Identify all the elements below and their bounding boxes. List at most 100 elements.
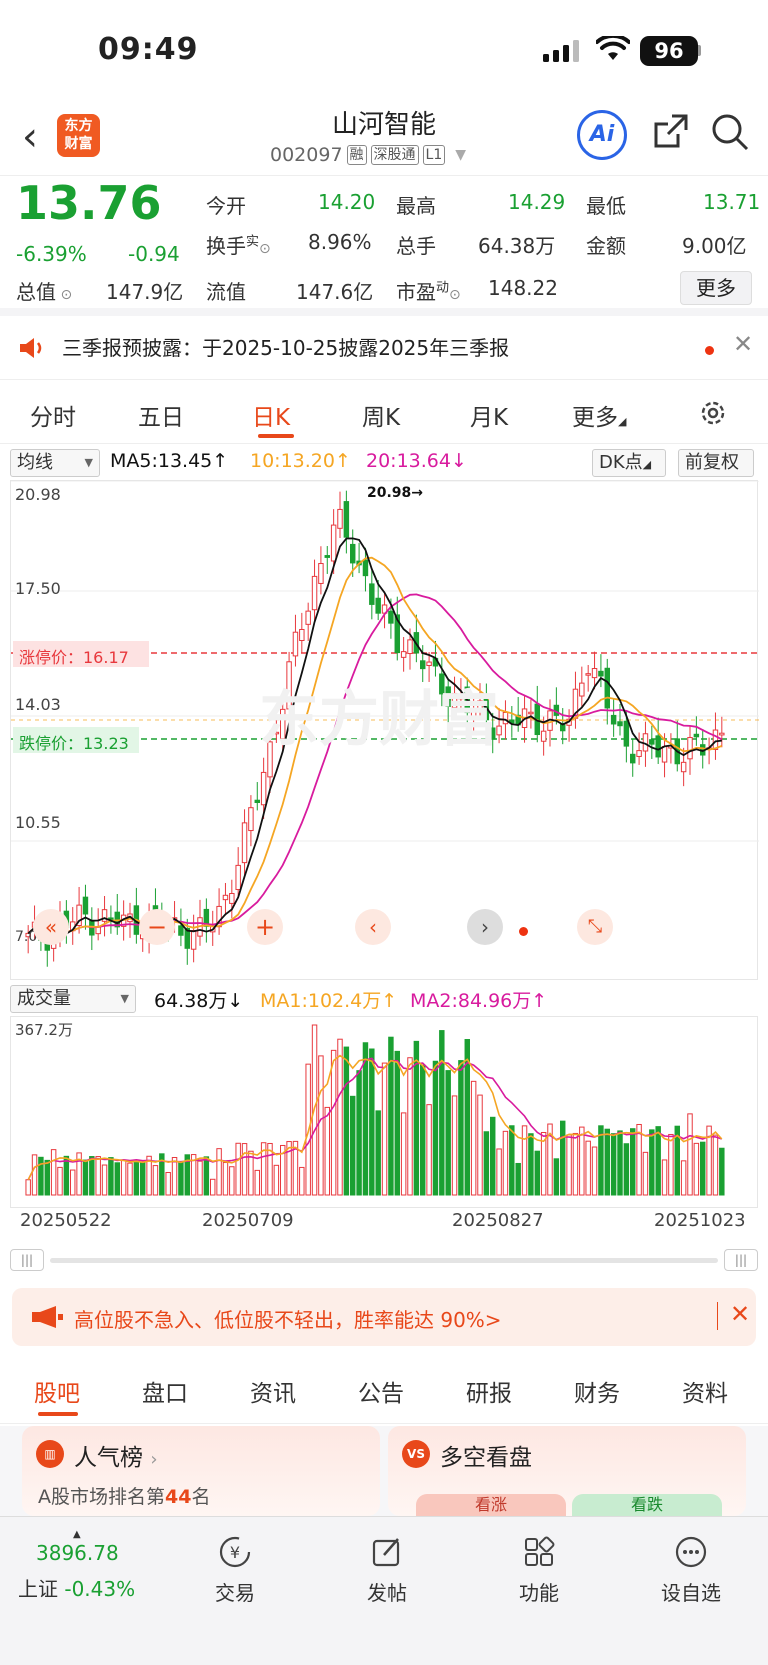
limit-down-label: 跌停价：13.23 xyxy=(19,734,129,753)
stock-code-row[interactable]: 002097 融 深股通 L1 ▼ xyxy=(270,144,466,166)
tag-margin: 融 xyxy=(346,145,367,165)
scroll-handle-right[interactable]: ||| xyxy=(724,1249,758,1271)
promo-text: 高位股不急入、低位股不轻出，胜率能达 90%> xyxy=(74,1308,502,1332)
popularity-card[interactable]: ▥ 人气榜 › A股市场排名第44名 xyxy=(22,1426,380,1516)
volume-bar xyxy=(273,1164,280,1196)
close-icon[interactable]: ✕ xyxy=(733,330,754,358)
volume-chart[interactable]: 367.2万 xyxy=(10,1016,758,1208)
volume-bar xyxy=(521,1125,528,1196)
volume-bar xyxy=(82,1159,89,1196)
share-icon[interactable] xyxy=(650,112,690,152)
prev-button[interactable]: ‹ xyxy=(355,909,391,945)
tab-five-day[interactable]: 五日 xyxy=(138,405,184,431)
change-percent: -6.39% xyxy=(16,242,87,266)
candle-body xyxy=(235,864,241,891)
tab-finance[interactable]: 财务 xyxy=(574,1381,620,1407)
volume-bar xyxy=(483,1131,490,1196)
scroll-handle-left[interactable]: ||| xyxy=(10,1249,44,1271)
volume-bar xyxy=(362,1042,369,1196)
nav-trade[interactable]: ¥ 交易 xyxy=(180,1535,290,1606)
promo-banner[interactable]: 高位股不急入、低位股不轻出，胜率能达 90%> ✕ xyxy=(12,1288,756,1346)
tab-weekly-k[interactable]: 周K xyxy=(362,405,401,431)
candle-body xyxy=(184,927,191,949)
quote-panel: 13.76 -6.39% -0.94 今开 14.20 最高 14.29 最低 … xyxy=(0,176,768,316)
dk-point-select[interactable]: DK点◢ xyxy=(592,449,666,477)
float-cap-label: 流值 xyxy=(206,280,246,304)
candle-body xyxy=(598,670,604,677)
volume-bar xyxy=(381,1062,388,1196)
bearish-button[interactable]: 看跌 xyxy=(572,1494,722,1516)
index-value: 3896.78 xyxy=(36,1541,119,1565)
candle-body xyxy=(528,711,534,715)
fullscreen-icon[interactable]: ⤡ xyxy=(577,909,613,945)
volume-bar xyxy=(636,1123,642,1196)
high-marker: 20.98→ xyxy=(367,485,424,501)
gear-icon[interactable] xyxy=(698,398,728,428)
chevron-left-icon[interactable]: ‹ xyxy=(22,114,38,160)
caret-down-icon: ▼ xyxy=(455,147,467,163)
bull-bear-card[interactable]: VS 多空看盘 看涨 看跌 xyxy=(388,1426,746,1516)
announcement-bar[interactable]: 三季报预披露：于2025-10-25披露2025年三季报 ✕ xyxy=(0,316,768,380)
tab-pankou[interactable]: 盘口 xyxy=(142,1381,188,1407)
search-icon[interactable] xyxy=(710,112,750,152)
nav-post[interactable]: 发帖 xyxy=(332,1535,442,1606)
volume-bar xyxy=(89,1156,95,1196)
volume-bar xyxy=(260,1142,267,1196)
volume-bar xyxy=(630,1128,636,1196)
volume-bar xyxy=(668,1133,674,1196)
volume-bar xyxy=(222,1162,229,1196)
candle-body xyxy=(267,741,273,778)
volume-bar xyxy=(44,1159,51,1196)
volume-indicator-select[interactable]: 成交量 ▼ xyxy=(10,985,136,1013)
nav-functions[interactable]: 功能 xyxy=(484,1535,594,1606)
volume-bar xyxy=(165,1172,171,1196)
volume-bar xyxy=(470,1080,477,1196)
close-icon[interactable]: ✕ xyxy=(730,1300,751,1328)
index-ticker[interactable]: ▲ 3896.78 上证 -0.43% xyxy=(18,1529,136,1601)
volume-ma2: MA2:84.96万↑ xyxy=(410,990,548,1012)
market-cap-label: 总值 ⊙ xyxy=(16,280,73,304)
tab-announcements[interactable]: 公告 xyxy=(358,1381,404,1407)
more-button[interactable]: 更多 xyxy=(680,271,752,305)
indicator-select[interactable]: 均线 ▼ xyxy=(10,449,100,477)
tab-guba[interactable]: 股吧 xyxy=(34,1381,80,1407)
zoom-in-button[interactable]: + xyxy=(247,909,283,945)
content-tabs: 股吧 盘口 资讯 公告 研报 财务 资料 xyxy=(0,1360,768,1424)
ai-button[interactable]: Ai xyxy=(577,110,627,160)
stock-code: 002097 xyxy=(270,144,343,166)
date-label-1: 20250522 xyxy=(20,1210,112,1231)
candle-body xyxy=(222,894,229,901)
volume-bar xyxy=(101,1164,108,1196)
tab-more[interactable]: 更多◢ xyxy=(572,405,627,431)
candle-body xyxy=(591,668,598,679)
volume-bar xyxy=(540,1131,547,1196)
candle-body xyxy=(680,761,687,773)
volume-bar xyxy=(133,1161,140,1196)
y-label-3: 14.03 xyxy=(15,695,61,714)
candle-body xyxy=(25,932,31,938)
volume-bar xyxy=(687,1113,693,1196)
speaker-icon xyxy=(20,338,42,358)
first-page-button[interactable]: « xyxy=(33,909,69,945)
candlestick-chart[interactable]: 20.98 17.50 14.03 10.55 7.07 涨停价：16.17 跌… xyxy=(10,480,759,980)
turnover-value: 8.96% xyxy=(308,230,372,254)
adjust-select[interactable]: 前复权 xyxy=(678,449,754,477)
candle-body xyxy=(343,501,350,538)
tab-profile[interactable]: 资料 xyxy=(682,1381,728,1407)
tab-news[interactable]: 资讯 xyxy=(250,1381,296,1407)
volume-bar xyxy=(76,1152,82,1196)
svg-text:¥: ¥ xyxy=(230,1543,240,1562)
nav-add-watchlist[interactable]: 设自选 xyxy=(636,1535,746,1606)
next-button[interactable]: › xyxy=(467,909,503,945)
candle-body xyxy=(407,639,413,655)
volume-bar xyxy=(318,1055,324,1196)
tab-intraday[interactable]: 分时 xyxy=(30,405,76,431)
app-logo: 东方 财富 xyxy=(57,114,100,157)
volume-bar xyxy=(267,1142,273,1196)
tab-monthly-k[interactable]: 月K xyxy=(470,405,509,431)
bullish-button[interactable]: 看涨 xyxy=(416,1494,566,1516)
chart-scrollbar[interactable]: ||| ||| xyxy=(10,1245,758,1275)
tab-daily-k[interactable]: 日K xyxy=(252,405,291,431)
zoom-out-button[interactable]: − xyxy=(139,909,175,945)
tab-research[interactable]: 研报 xyxy=(466,1381,512,1407)
